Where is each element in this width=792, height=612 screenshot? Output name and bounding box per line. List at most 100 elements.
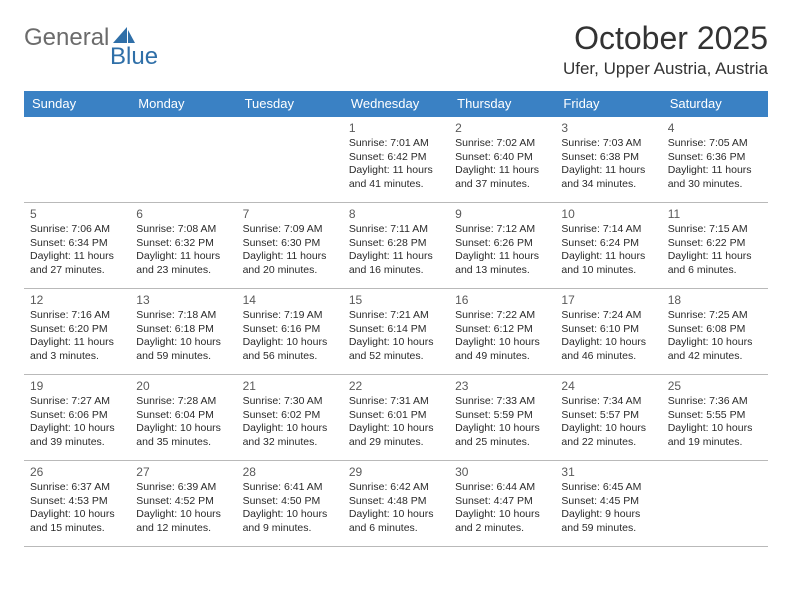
calendar-day-cell: 7 Sunrise: 7:09 AMSunset: 6:30 PMDaylight… — [237, 203, 343, 289]
day-number: 25 — [668, 379, 762, 393]
day-number: 12 — [30, 293, 124, 307]
calendar-day-cell: 2Sunrise: 7:02 AMSunset: 6:40 PMDaylight… — [449, 117, 555, 203]
calendar-empty-cell — [24, 117, 130, 203]
day-number: 15 — [349, 293, 443, 307]
calendar-empty-cell — [130, 117, 236, 203]
day-details: Sunrise: 6:44 AMSunset: 4:47 PMDaylight:… — [455, 481, 549, 536]
day-number: 9 — [455, 207, 549, 221]
day-details: Sunrise: 7:33 AMSunset: 5:59 PMDaylight:… — [455, 395, 549, 450]
calendar-day-cell: 27 Sunrise: 6:39 AMSunset: 4:52 PMDayligh… — [130, 461, 236, 547]
day-number: 6 — [136, 207, 230, 221]
calendar-day-cell: 14 Sunrise: 7:19 AMSunset: 6:16 PMDayligh… — [237, 289, 343, 375]
logo-text-blue: Blue — [110, 43, 158, 70]
day-number: 10 — [561, 207, 655, 221]
day-header: Tuesday — [237, 91, 343, 117]
calendar-day-cell: 1Sunrise: 7:01 AMSunset: 6:42 PMDaylight… — [343, 117, 449, 203]
calendar-day-cell: 20 Sunrise: 7:28 AMSunset: 6:04 PMDayligh… — [130, 375, 236, 461]
day-details: Sunrise: 7:24 AMSunset: 6:10 PMDaylight:… — [561, 309, 655, 364]
calendar-day-cell: 10Sunrise: 7:14 AMSunset: 6:24 PMDayligh… — [555, 203, 661, 289]
day-number: 3 — [561, 121, 655, 135]
day-number: 20 — [136, 379, 230, 393]
day-details: Sunrise: 7:05 AMSunset: 6:36 PMDaylight:… — [668, 137, 762, 192]
day-number: 4 — [668, 121, 762, 135]
calendar-empty-cell — [237, 117, 343, 203]
day-number: 14 — [243, 293, 337, 307]
calendar-week-row: 1Sunrise: 7:01 AMSunset: 6:42 PMDaylight… — [24, 117, 768, 203]
calendar-day-cell: 31Sunrise: 6:45 AMSunset: 4:45 PMDayligh… — [555, 461, 661, 547]
day-number: 5 — [30, 207, 124, 221]
day-number: 31 — [561, 465, 655, 479]
calendar-day-cell: 26 Sunrise: 6:37 AMSunset: 4:53 PMDayligh… — [24, 461, 130, 547]
calendar-week-row: 5Sunrise: 7:06 AMSunset: 6:34 PMDaylight… — [24, 203, 768, 289]
location-text: Ufer, Upper Austria, Austria — [563, 59, 768, 79]
day-number: 29 — [349, 465, 443, 479]
day-details: Sunrise: 6:42 AMSunset: 4:48 PMDaylight:… — [349, 481, 443, 536]
calendar-head: SundayMondayTuesdayWednesdayThursdayFrid… — [24, 91, 768, 117]
calendar-day-cell: 15 Sunrise: 7:21 AMSunset: 6:14 PMDayligh… — [343, 289, 449, 375]
day-number: 17 — [561, 293, 655, 307]
day-number: 16 — [455, 293, 549, 307]
day-number: 28 — [243, 465, 337, 479]
calendar-page: General October 2025 Ufer, Upper Austria… — [0, 0, 792, 567]
calendar-day-cell: 9 Sunrise: 7:12 AMSunset: 6:26 PMDaylight… — [449, 203, 555, 289]
calendar-day-cell: 12 Sunrise: 7:16 AMSunset: 6:20 PMDayligh… — [24, 289, 130, 375]
day-details: Sunrise: 7:16 AMSunset: 6:20 PMDaylight:… — [30, 309, 124, 364]
day-header: Thursday — [449, 91, 555, 117]
day-details: Sunrise: 7:18 AMSunset: 6:18 PMDaylight:… — [136, 309, 230, 364]
calendar-day-cell: 24Sunrise: 7:34 AMSunset: 5:57 PMDayligh… — [555, 375, 661, 461]
day-details: Sunrise: 7:27 AMSunset: 6:06 PMDaylight:… — [30, 395, 124, 450]
day-details: Sunrise: 7:21 AMSunset: 6:14 PMDaylight:… — [349, 309, 443, 364]
day-number: 24 — [561, 379, 655, 393]
day-details: Sunrise: 7:01 AMSunset: 6:42 PMDaylight:… — [349, 137, 443, 192]
calendar-empty-cell — [662, 461, 768, 547]
day-number: 18 — [668, 293, 762, 307]
day-details: Sunrise: 7:19 AMSunset: 6:16 PMDaylight:… — [243, 309, 337, 364]
calendar-day-cell: 4 Sunrise: 7:05 AMSunset: 6:36 PMDaylight… — [662, 117, 768, 203]
day-details: Sunrise: 7:28 AMSunset: 6:04 PMDaylight:… — [136, 395, 230, 450]
day-details: Sunrise: 7:03 AMSunset: 6:38 PMDaylight:… — [561, 137, 655, 192]
calendar-day-cell: 16Sunrise: 7:22 AMSunset: 6:12 PMDayligh… — [449, 289, 555, 375]
day-details: Sunrise: 7:36 AMSunset: 5:55 PMDaylight:… — [668, 395, 762, 450]
day-number: 27 — [136, 465, 230, 479]
day-number: 26 — [30, 465, 124, 479]
day-number: 8 — [349, 207, 443, 221]
day-header: Saturday — [662, 91, 768, 117]
day-details: Sunrise: 7:02 AMSunset: 6:40 PMDaylight:… — [455, 137, 549, 192]
day-number: 19 — [30, 379, 124, 393]
month-title: October 2025 — [563, 20, 768, 57]
day-details: Sunrise: 7:08 AMSunset: 6:32 PMDaylight:… — [136, 223, 230, 278]
calendar-day-cell: 25 Sunrise: 7:36 AMSunset: 5:55 PMDayligh… — [662, 375, 768, 461]
day-details: Sunrise: 7:11 AMSunset: 6:28 PMDaylight:… — [349, 223, 443, 278]
day-details: Sunrise: 7:25 AMSunset: 6:08 PMDaylight:… — [668, 309, 762, 364]
calendar-day-cell: 19 Sunrise: 7:27 AMSunset: 6:06 PMDayligh… — [24, 375, 130, 461]
day-details: Sunrise: 7:09 AMSunset: 6:30 PMDaylight:… — [243, 223, 337, 278]
calendar-day-cell: 3 Sunrise: 7:03 AMSunset: 6:38 PMDaylight… — [555, 117, 661, 203]
day-number: 22 — [349, 379, 443, 393]
day-header: Sunday — [24, 91, 130, 117]
day-details: Sunrise: 7:30 AMSunset: 6:02 PMDaylight:… — [243, 395, 337, 450]
day-header: Friday — [555, 91, 661, 117]
calendar-day-cell: 13Sunrise: 7:18 AMSunset: 6:18 PMDayligh… — [130, 289, 236, 375]
calendar-day-cell: 18 Sunrise: 7:25 AMSunset: 6:08 PMDayligh… — [662, 289, 768, 375]
day-details: Sunrise: 7:15 AMSunset: 6:22 PMDaylight:… — [668, 223, 762, 278]
calendar-week-row: 12 Sunrise: 7:16 AMSunset: 6:20 PMDayligh… — [24, 289, 768, 375]
day-number: 11 — [668, 207, 762, 221]
calendar-day-cell: 23 Sunrise: 7:33 AMSunset: 5:59 PMDayligh… — [449, 375, 555, 461]
day-details: Sunrise: 6:41 AMSunset: 4:50 PMDaylight:… — [243, 481, 337, 536]
day-number: 23 — [455, 379, 549, 393]
day-details: Sunrise: 6:39 AMSunset: 4:52 PMDaylight:… — [136, 481, 230, 536]
calendar-day-cell: 17 Sunrise: 7:24 AMSunset: 6:10 PMDayligh… — [555, 289, 661, 375]
day-details: Sunrise: 7:31 AMSunset: 6:01 PMDaylight:… — [349, 395, 443, 450]
calendar-day-cell: 21 Sunrise: 7:30 AMSunset: 6:02 PMDayligh… — [237, 375, 343, 461]
day-details: Sunrise: 6:37 AMSunset: 4:53 PMDaylight:… — [30, 481, 124, 536]
calendar-day-cell: 8 Sunrise: 7:11 AMSunset: 6:28 PMDaylight… — [343, 203, 449, 289]
calendar-week-row: 26 Sunrise: 6:37 AMSunset: 4:53 PMDayligh… — [24, 461, 768, 547]
calendar-body: 1Sunrise: 7:01 AMSunset: 6:42 PMDaylight… — [24, 117, 768, 547]
calendar-day-cell: 5Sunrise: 7:06 AMSunset: 6:34 PMDaylight… — [24, 203, 130, 289]
calendar-week-row: 19 Sunrise: 7:27 AMSunset: 6:06 PMDayligh… — [24, 375, 768, 461]
calendar-day-cell: 11 Sunrise: 7:15 AMSunset: 6:22 PMDayligh… — [662, 203, 768, 289]
day-details: Sunrise: 7:12 AMSunset: 6:26 PMDaylight:… — [455, 223, 549, 278]
day-number: 21 — [243, 379, 337, 393]
day-header-row: SundayMondayTuesdayWednesdayThursdayFrid… — [24, 91, 768, 117]
day-number: 7 — [243, 207, 337, 221]
